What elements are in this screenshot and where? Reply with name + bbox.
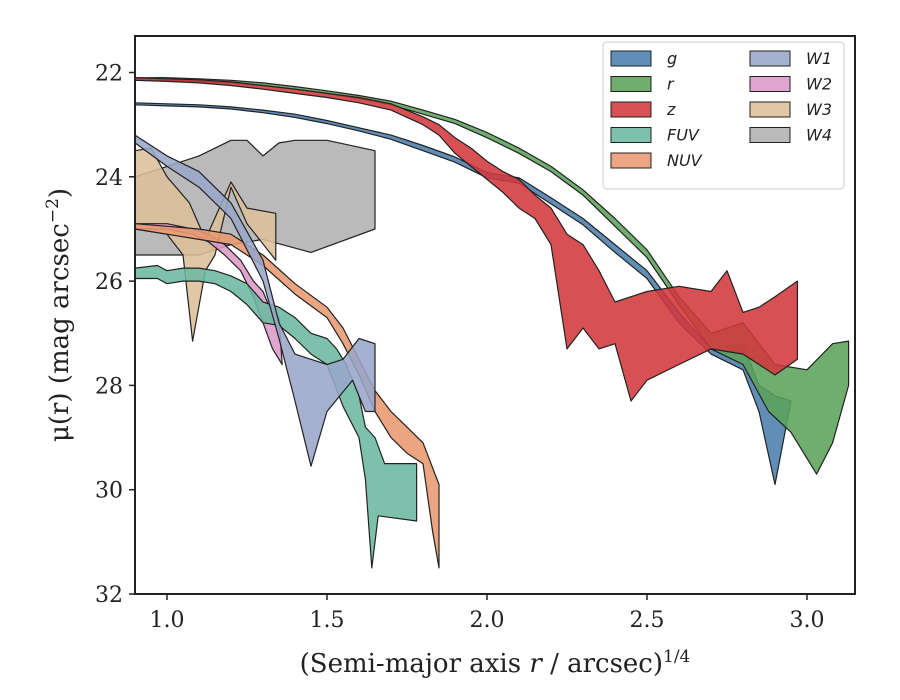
y-tick-label: 22 [95, 62, 123, 87]
series-layer [135, 77, 850, 569]
legend-label-w2: W2 [806, 75, 832, 94]
legend-label-w1: W1 [806, 49, 832, 68]
x-tick-label: 2.0 [470, 608, 505, 633]
legend-swatch-w1 [749, 50, 791, 67]
legend-swatch-w2 [749, 76, 791, 92]
series-band-fuv [135, 264, 418, 569]
x-tick-label: 1.5 [310, 608, 345, 633]
y-tick-label: 30 [95, 479, 123, 504]
series-band-z [135, 77, 799, 402]
y-tick-label: 26 [95, 270, 123, 295]
legend-swatch-r [610, 76, 652, 92]
legend-swatch-g [610, 50, 652, 67]
legend: grz FUV NUV W1 W2 W3 W4 [602, 41, 845, 190]
plot-frame [134, 35, 856, 595]
x-tick-label: 3.0 [790, 608, 825, 633]
y-tick-label: 28 [95, 374, 123, 399]
y-tick-label: 24 [95, 166, 123, 191]
legend-swatch-w3 [749, 101, 791, 118]
legend-swatch-z [610, 101, 652, 118]
legend-label-r: r [667, 75, 675, 94]
legend-label-fuv: FUV [667, 126, 700, 145]
y-axis: 22 24 26 28 30 32 [95, 62, 135, 608]
x-tick-label: 1.0 [150, 608, 185, 633]
legend-swatch-fuv [610, 127, 652, 143]
legend-label-w3: W3 [806, 100, 832, 119]
series-band-w1 [135, 134, 376, 467]
x-axis-label: (Semi-major axis r / arcsec)1/4 [300, 647, 691, 679]
legend-label-w4: W4 [806, 126, 832, 145]
x-tick-label: 2.5 [630, 608, 665, 633]
legend-swatch-nuv [610, 152, 652, 169]
y-axis-label: μ(r) (mag arcsec−2) [43, 188, 75, 442]
legend-label-nuv: NUV [667, 151, 703, 170]
legend-swatch-w4 [749, 127, 791, 143]
y-tick-label: 32 [95, 583, 123, 608]
legend-label-z: z [666, 100, 676, 119]
x-axis: 1.0 1.5 2.0 2.5 3.0 [150, 594, 825, 633]
legend-label-g: g [667, 49, 677, 68]
